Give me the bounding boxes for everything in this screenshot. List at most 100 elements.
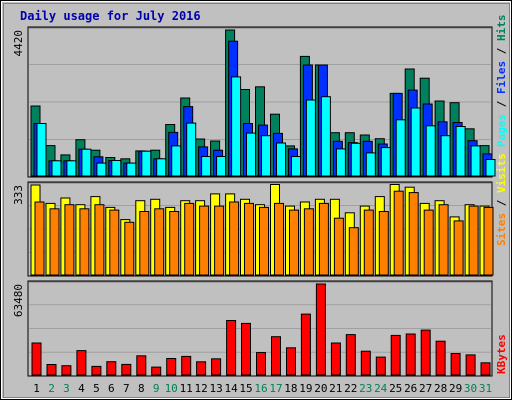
bar-sites-day-23 <box>363 209 374 276</box>
legend-entry-visits: Visits <box>495 153 508 193</box>
legend-separator: / <box>495 193 508 213</box>
bar-pages-day-18 <box>291 156 301 177</box>
bar-kbytes-day-5 <box>91 365 102 376</box>
bar-kbytes-day-14 <box>226 320 237 376</box>
bar-kbytes-day-3 <box>61 365 72 376</box>
legend-separator: / <box>495 94 508 114</box>
bar-pages-day-4 <box>81 148 92 177</box>
bar-sites-day-5 <box>94 204 105 276</box>
day-label-4: 4 <box>78 382 85 395</box>
bar-kbytes-day-17 <box>271 336 281 376</box>
bar-sites-day-31 <box>483 206 494 276</box>
bar-kbytes-day-22 <box>345 334 356 376</box>
inner-bevel-dark <box>3 3 510 398</box>
bar-sites-day-2 <box>49 208 60 276</box>
bar-pages-day-15 <box>246 132 256 177</box>
bar-kbytes-day-28 <box>435 340 446 376</box>
panels: 4420 Pages / Files / Hits 333 Sites / Visit… <box>12 15 508 377</box>
bar-kbytes-day-6 <box>106 361 117 376</box>
bar-kbytes-day-27 <box>420 329 431 376</box>
bar-pages-day-16 <box>261 135 271 177</box>
bar-kbytes-day-13 <box>211 358 222 376</box>
bar-pages-day-5 <box>96 162 107 177</box>
day-label-10: 10 <box>165 382 178 395</box>
chart-title: Daily usage for July 2016 <box>20 9 201 23</box>
bar-sites-day-17 <box>274 202 284 276</box>
bar-pages-day-28 <box>440 135 451 177</box>
bar-sites-day-13 <box>214 205 225 276</box>
day-label-7: 7 <box>123 382 130 395</box>
bar-kbytes-day-25 <box>390 334 401 376</box>
legend-text: Sites / Visits <box>495 153 508 246</box>
series-sites <box>34 190 494 276</box>
day-label-15: 15 <box>239 382 252 395</box>
bar-kbytes-day-18 <box>286 347 296 376</box>
bar-sites-day-8 <box>139 211 150 276</box>
legend-separator: / <box>495 41 508 61</box>
legend-text: KBytes <box>495 334 508 374</box>
panel-hits-files-pages: 4420 Pages / Files / Hits <box>12 15 508 178</box>
day-label-3: 3 <box>63 382 70 395</box>
bar-sites-day-3 <box>64 204 75 276</box>
bar-pages-day-26 <box>410 107 421 177</box>
bar-kbytes-day-12 <box>196 361 207 376</box>
day-label-12: 12 <box>194 382 207 395</box>
bar-kbytes-day-31 <box>480 362 491 376</box>
day-label-28: 28 <box>434 382 447 395</box>
y-max-label: 4420 <box>12 30 25 57</box>
panel-kbytes: 63480 KBytes <box>12 280 508 377</box>
day-label-19: 19 <box>299 382 312 395</box>
day-labels: 1 2 3 4 5 6 7 8 9 10 11 12 13 14 15 16 17 18 19 20 21 22 23 24 2… <box>33 382 492 395</box>
bar-kbytes-day-8 <box>136 355 147 376</box>
bar-kbytes-day-29 <box>450 353 461 376</box>
legend-entry-sites: Sites <box>495 213 508 246</box>
bar-kbytes-day-2 <box>46 364 57 376</box>
bar-sites-day-29 <box>453 220 464 276</box>
bar-sites-day-4 <box>79 208 90 276</box>
bar-kbytes-day-9 <box>151 366 162 376</box>
bar-pages-day-17 <box>276 142 286 177</box>
day-label-20: 20 <box>314 382 327 395</box>
bar-sites-day-20 <box>318 202 329 276</box>
day-label-1: 1 <box>33 382 40 395</box>
day-label-13: 13 <box>209 382 222 395</box>
bar-kbytes-day-30 <box>465 354 476 376</box>
bar-kbytes-day-1 <box>31 342 42 376</box>
bar-pages-day-9 <box>156 158 167 177</box>
bar-kbytes-day-4 <box>76 350 87 376</box>
bar-pages-day-14 <box>231 76 242 177</box>
bar-sites-day-28 <box>438 204 449 276</box>
bar-sites-day-14 <box>229 201 240 276</box>
day-label-30: 30 <box>464 382 477 395</box>
day-label-24: 24 <box>374 382 388 395</box>
bar-sites-day-25 <box>393 190 404 276</box>
day-label-22: 22 <box>344 382 357 395</box>
bar-kbytes-day-16 <box>256 352 266 376</box>
bar-pages-day-20 <box>320 96 331 177</box>
day-label-25: 25 <box>389 382 402 395</box>
day-label-27: 27 <box>419 382 432 395</box>
bar-pages-day-6 <box>111 160 122 177</box>
bar-pages-day-13 <box>216 156 227 177</box>
day-label-5: 5 <box>93 382 100 395</box>
y-max-label: 333 <box>12 185 25 205</box>
bar-sites-day-27 <box>423 209 434 276</box>
bar-sites-day-18 <box>289 209 299 276</box>
bar-sites-day-22 <box>348 227 359 276</box>
legend-text: Pages / Files / Hits <box>495 15 508 148</box>
series-kbytes <box>31 283 491 376</box>
legend-kbytes: KBytes <box>495 334 508 374</box>
day-label-14: 14 <box>224 382 238 395</box>
panel-visits-sites: 333 Sites / Visits <box>12 153 508 277</box>
bar-sites-day-19 <box>303 208 314 276</box>
bar-sites-day-10 <box>169 211 180 276</box>
bar-sites-day-9 <box>154 208 165 276</box>
bar-kbytes-day-15 <box>241 322 251 376</box>
day-label-2: 2 <box>48 382 55 395</box>
bar-pages-day-25 <box>395 119 406 177</box>
bar-sites-day-16 <box>259 206 269 276</box>
bar-pages-day-22 <box>350 142 361 177</box>
bar-pages-day-8 <box>141 150 152 177</box>
day-label-17: 17 <box>269 382 282 395</box>
